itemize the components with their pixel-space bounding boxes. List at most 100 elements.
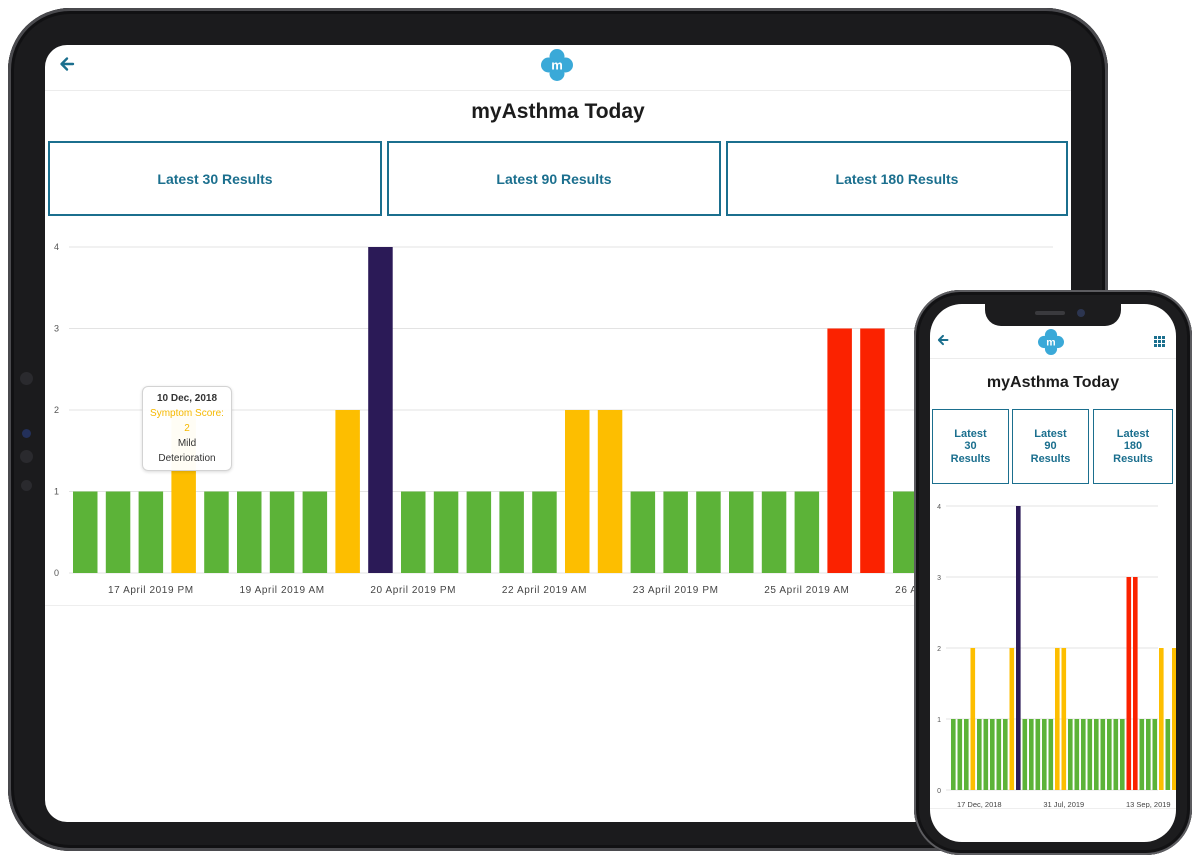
symptom-score-chart: 0 1 2 3 4 17 April 2019 PM 19 April 2019 AM 20 … <box>54 242 1053 596</box>
grid-icon[interactable] <box>1154 336 1165 347</box>
bar <box>1048 719 1054 790</box>
logo-letter: m <box>551 58 563 73</box>
y-tick-label: 1 <box>54 487 59 497</box>
phone-tab-latest-180[interactable]: Latest 180 Results <box>1093 409 1173 484</box>
bar <box>1139 719 1145 790</box>
grid-icon[interactable] <box>1040 57 1055 60</box>
x-tick-label: 20 April 2019 PM <box>370 585 456 596</box>
bar <box>1035 719 1041 790</box>
bar <box>433 491 459 573</box>
logo-letter: m <box>1046 337 1055 349</box>
bar <box>1087 719 1093 790</box>
page-title: myAsthma Today <box>471 100 645 123</box>
tablet-sensor <box>22 429 31 438</box>
chart-divider <box>45 605 1071 606</box>
phone-chart-divider <box>930 808 1176 809</box>
bar <box>970 648 976 790</box>
bar <box>729 491 754 573</box>
arrow-left-icon[interactable] <box>59 56 75 72</box>
bar <box>1029 719 1034 790</box>
bar <box>1100 719 1106 790</box>
bar <box>105 491 131 573</box>
y-tick-label: 2 <box>54 405 59 415</box>
bar <box>565 410 590 573</box>
bar <box>951 719 956 790</box>
logo-icon: m <box>1038 329 1064 355</box>
bar <box>1146 719 1151 790</box>
phone-tab-latest-90[interactable]: Latest 90 Results <box>1012 409 1089 484</box>
y-tick-label: 4 <box>937 504 941 511</box>
tooltip-score: Symptom Score: 2 <box>150 408 224 434</box>
tooltip-description: Mild Deterioration <box>158 438 216 464</box>
tablet-sensor <box>21 480 32 491</box>
bar <box>499 491 524 573</box>
bar <box>827 328 852 573</box>
phone-tab-latest-30[interactable]: Latest 30 Results <box>932 409 1009 484</box>
bar <box>1068 719 1073 790</box>
phone-page-title: myAsthma Today <box>986 374 1120 391</box>
arrow-left-icon[interactable] <box>937 334 949 346</box>
bar <box>1133 577 1138 790</box>
phone-app-header: m <box>930 326 1176 359</box>
bar <box>269 491 295 573</box>
bar <box>1022 719 1028 790</box>
bar <box>237 491 262 573</box>
bar <box>630 491 656 573</box>
bar <box>1120 719 1125 790</box>
bar <box>893 491 918 573</box>
y-tick-label: 3 <box>937 575 941 582</box>
phone-screen: m myAsthma Today Latest 30 Results Lates… <box>930 304 1176 842</box>
y-tick-label: 0 <box>937 788 941 795</box>
bar <box>1081 719 1086 790</box>
bar <box>1094 719 1099 790</box>
tab-latest-90[interactable]: Latest 90 Results <box>387 141 721 216</box>
bar <box>204 491 229 573</box>
tab-latest-180[interactable]: Latest 180 Results <box>726 141 1068 216</box>
tab-latest-30[interactable]: Latest 30 Results <box>48 141 382 216</box>
bar <box>983 719 989 790</box>
y-tick-label: 4 <box>54 242 59 252</box>
x-tick-label: 19 April 2019 AM <box>239 585 324 596</box>
bar <box>1126 577 1132 790</box>
x-tick-label: 23 April 2019 PM <box>633 585 719 596</box>
x-tick-label: 25 April 2019 AM <box>764 585 849 596</box>
x-tick-label: 17 April 2019 PM <box>108 585 194 596</box>
bar <box>977 719 982 790</box>
x-tick-label: 22 April 2019 AM <box>502 585 587 596</box>
bar <box>1009 648 1015 790</box>
bar <box>1061 648 1067 790</box>
phone-symptom-score-chart: 0 1 2 3 4 17 Dec, 2018 31 Jul, 2019 13 Sep, 201… <box>937 504 1176 809</box>
bar <box>794 491 820 573</box>
bar <box>1172 648 1176 790</box>
bar <box>302 491 328 573</box>
app-logo: m <box>541 49 573 81</box>
bar <box>996 719 1002 790</box>
bar <box>1055 648 1060 790</box>
y-tick-label: 3 <box>54 324 59 334</box>
bar <box>466 491 492 573</box>
phone-camera <box>1077 309 1085 317</box>
bar <box>957 719 963 790</box>
y-tick-label: 1 <box>937 717 941 724</box>
bar <box>401 491 426 573</box>
bar <box>1165 719 1171 790</box>
logo-icon: m <box>541 49 573 81</box>
bar <box>1074 719 1080 790</box>
bar <box>964 719 969 790</box>
bar <box>696 491 721 573</box>
bar <box>1016 506 1021 790</box>
chart-tooltip: 10 Dec, 2018 Symptom Score: 2 Mild Deter… <box>142 386 232 471</box>
bar <box>1042 719 1047 790</box>
tablet-sensor <box>20 450 33 463</box>
x-tick-label: 17 Dec, 2018 <box>957 800 1002 809</box>
bar <box>1152 719 1158 790</box>
y-tick-label: 0 <box>54 568 59 578</box>
phone-app-logo: m <box>1038 329 1064 355</box>
x-tick-label: 31 Jul, 2019 <box>1043 800 1084 809</box>
bar <box>138 491 164 573</box>
tooltip-date: 10 Dec, 2018 <box>156 393 218 404</box>
bar <box>1159 648 1164 790</box>
bar <box>335 410 360 573</box>
phone-notch <box>985 304 1121 326</box>
bar <box>990 719 995 790</box>
